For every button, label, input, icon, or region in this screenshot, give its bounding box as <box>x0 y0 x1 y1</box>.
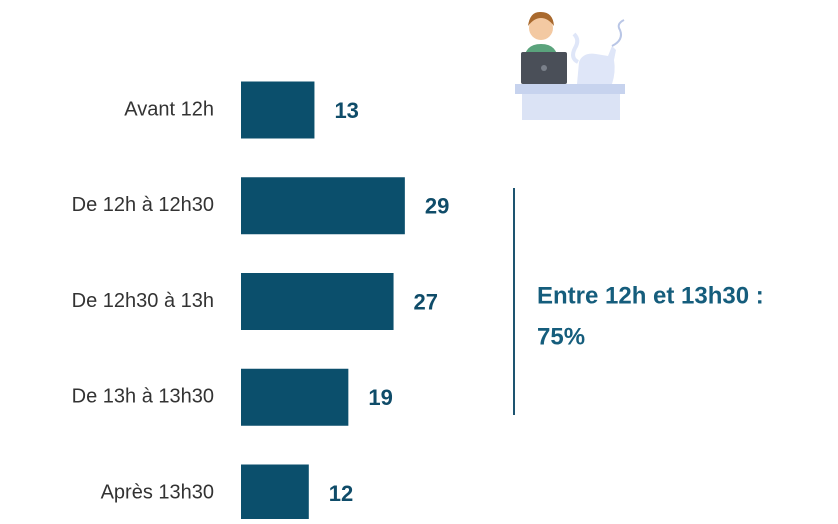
bar <box>241 81 315 139</box>
bar <box>241 464 309 522</box>
annotation: Entre 12h et 13h30 : <box>537 282 764 309</box>
category-label: Avant 12h <box>124 98 214 120</box>
bar <box>241 177 405 235</box>
bar <box>241 273 394 330</box>
value-label: 19 <box>368 385 392 410</box>
value-label: 13 <box>334 98 358 123</box>
value-label: 29 <box>425 194 449 219</box>
annotation: 75% <box>537 323 585 350</box>
bar <box>241 368 349 426</box>
category-label: Après 13h30 <box>101 481 214 503</box>
category-label: De 13h à 13h30 <box>72 386 214 408</box>
value-label: 12 <box>329 481 353 506</box>
illustration <box>515 11 625 120</box>
value-label: 27 <box>414 289 438 314</box>
category-label: De 12h30 à 13h <box>72 290 214 312</box>
category-label: De 12h à 12h30 <box>72 194 214 216</box>
